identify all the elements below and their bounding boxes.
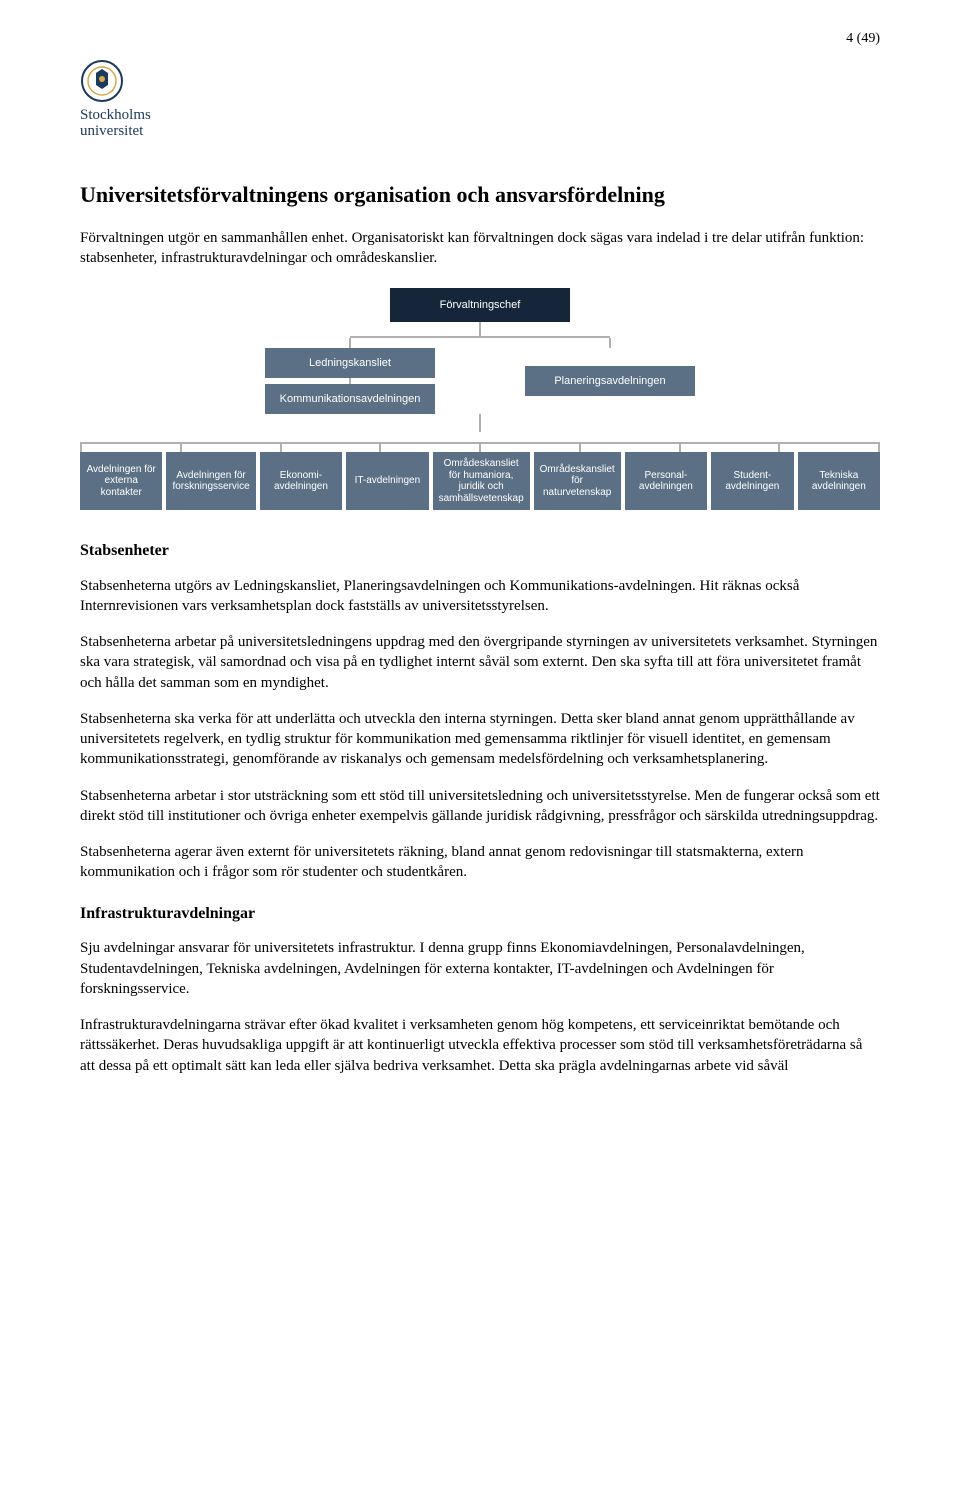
- infrastruktur-heading: Infrastrukturavdelningar: [80, 903, 880, 925]
- org-connector: [778, 442, 780, 452]
- org-connector: [579, 442, 581, 452]
- org-connector: [609, 338, 611, 348]
- main-heading: Universitetsförvaltningens organisation …: [80, 180, 880, 210]
- logo-line2: universitet: [80, 123, 143, 139]
- org-leaf-node: Ekonomi-avdelningen: [260, 452, 342, 510]
- org-connector: [479, 414, 481, 432]
- org-mid-node: Kommunikationsavdelningen: [265, 384, 435, 414]
- org-leaf-node: Avdelningen för forskningsservice: [166, 452, 255, 510]
- page-number: 4 (49): [80, 30, 880, 49]
- org-leaf-node: Student-avdelningen: [711, 452, 793, 510]
- crest-icon: [80, 59, 124, 103]
- body-paragraph: Stabsenheterna agerar även externt för u…: [80, 842, 880, 883]
- org-connector: [280, 442, 282, 452]
- org-connector: [180, 442, 182, 452]
- org-connector: [479, 442, 481, 452]
- org-leaf-node: Avdelningen för externa kontakter: [80, 452, 162, 510]
- org-connector: [349, 338, 351, 348]
- org-leaf-node: IT-avdelningen: [346, 452, 428, 510]
- org-mid-node: Planeringsavdelningen: [525, 366, 695, 396]
- org-chart: Förvaltningschef Ledningskansliet Kommun…: [80, 288, 880, 510]
- org-leaf-node: Områdeskansliet för naturvetenskap: [534, 452, 621, 510]
- org-mid-node: Ledningskansliet: [265, 348, 435, 378]
- org-leaf-node: Områdeskansliet för humaniora, juridik o…: [433, 452, 530, 510]
- logo-line1: Stockholms: [80, 107, 151, 123]
- org-connector: [679, 442, 681, 452]
- university-logo: Stockholms universitet: [80, 59, 880, 140]
- org-leaf-node: Personal-avdelningen: [625, 452, 707, 510]
- org-connector: [379, 442, 381, 452]
- body-paragraph: Infrastrukturavdelningarna strävar efter…: [80, 1015, 880, 1076]
- org-connector: [80, 442, 82, 452]
- org-root-node: Förvaltningschef: [390, 288, 570, 322]
- body-paragraph: Stabsenheterna ska verka för att underlä…: [80, 709, 880, 770]
- logo-wordmark: Stockholms universitet: [80, 107, 880, 140]
- body-paragraph: Stabsenheterna arbetar i stor utsträckni…: [80, 786, 880, 827]
- stabsenheter-heading: Stabsenheter: [80, 540, 880, 562]
- body-paragraph: Stabsenheterna arbetar på universitetsle…: [80, 632, 880, 693]
- org-leaf-node: Tekniska avdelningen: [798, 452, 880, 510]
- org-connector: [878, 442, 880, 452]
- intro-paragraph: Förvaltningen utgör en sammanhållen enhe…: [80, 228, 880, 269]
- org-connector: [479, 322, 481, 336]
- body-paragraph: Sju avdelningar ansvarar för universitet…: [80, 938, 880, 999]
- body-paragraph: Stabsenheterna utgörs av Ledningskanslie…: [80, 576, 880, 617]
